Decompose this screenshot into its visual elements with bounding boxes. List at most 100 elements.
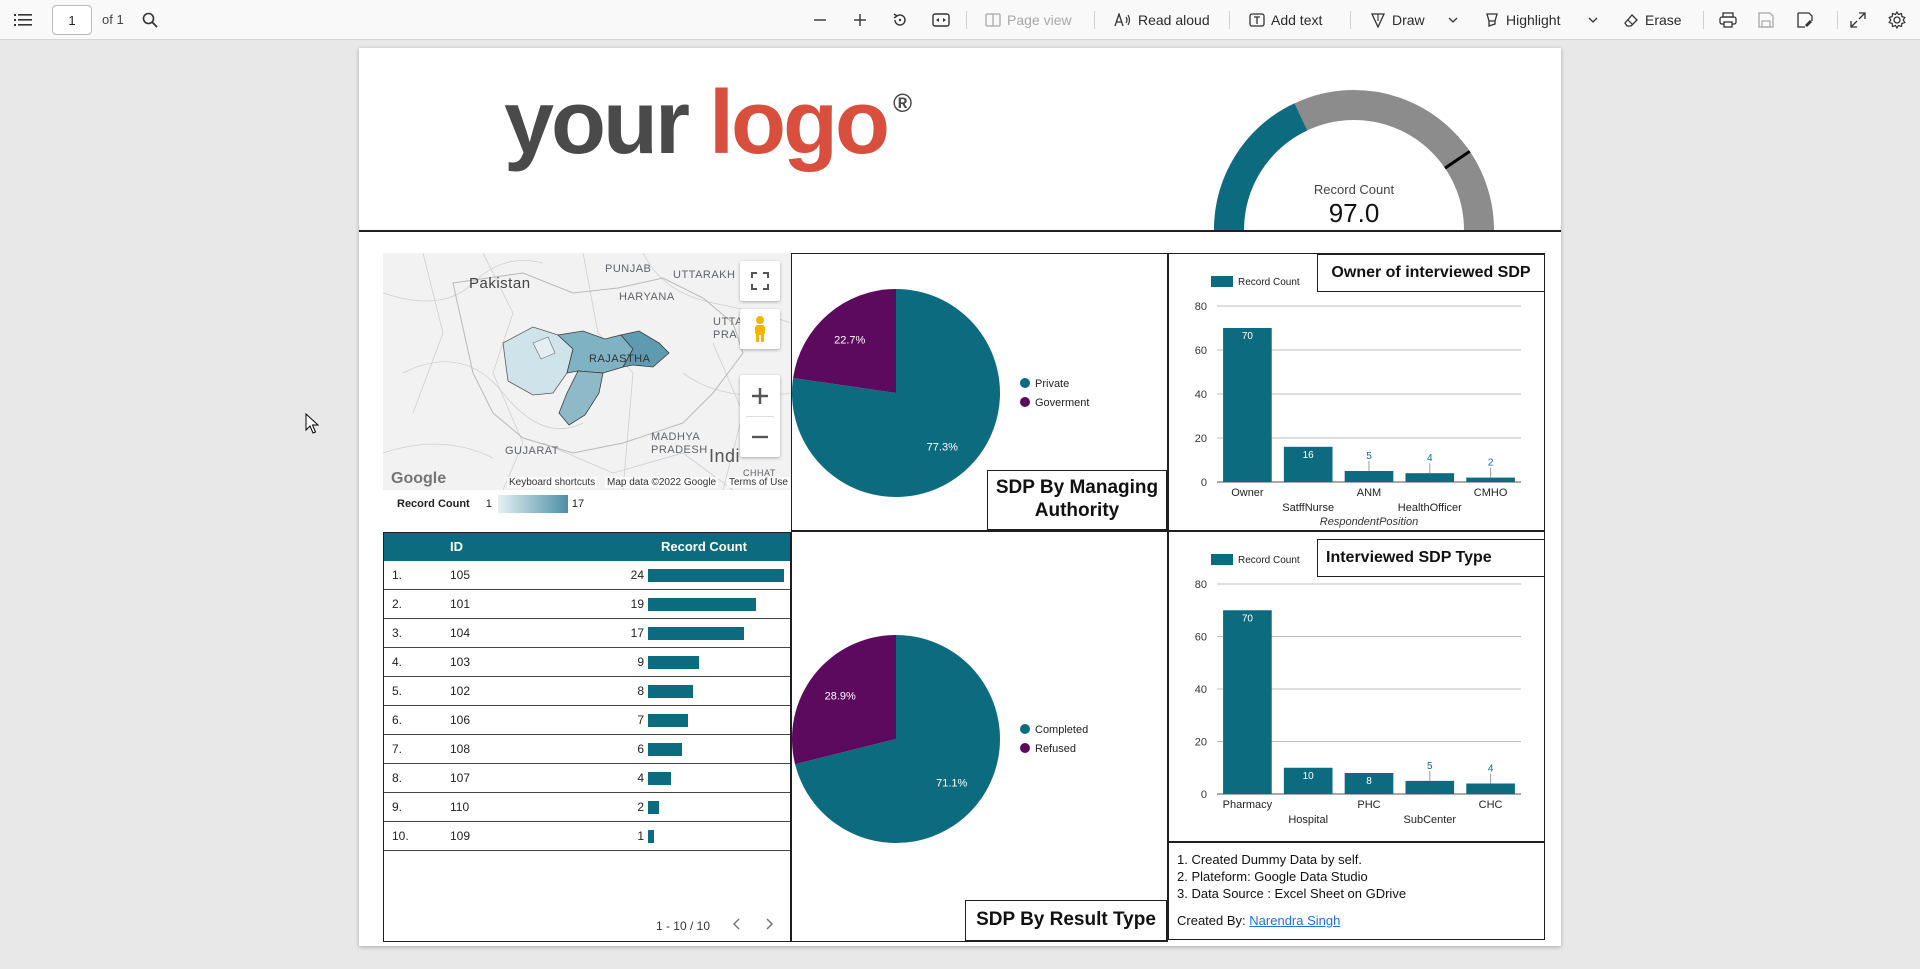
- owner-bar-chart: Record Count 0 20 40 60 80 70 Owner 16 SatffNurse…: [1195, 276, 1521, 528]
- legend-label[interactable]: Record Count: [1238, 555, 1300, 566]
- read-aloud-label: Read aloud: [1138, 12, 1210, 28]
- bar-pharmacy[interactable]: [1223, 610, 1272, 794]
- search-icon[interactable]: [142, 0, 158, 40]
- row-index: 1.: [392, 568, 403, 582]
- result-type-title: SDP By Result Type: [965, 900, 1167, 941]
- row-index: 4.: [392, 655, 403, 669]
- map-zoom-in-button[interactable]: [751, 376, 769, 416]
- bar-value-label: 10: [1303, 771, 1315, 782]
- legend-swatch: [1020, 743, 1030, 753]
- draw-button[interactable]: Draw: [1370, 0, 1425, 40]
- legend-label[interactable]: Record Count: [1238, 277, 1300, 288]
- fit-page-icon[interactable]: [932, 0, 950, 40]
- pie-slice-refused[interactable]: [792, 635, 896, 765]
- table-header: ID Record Count: [384, 533, 790, 561]
- bar-phc[interactable]: [1344, 773, 1394, 794]
- row-id: 105: [450, 568, 471, 582]
- save-icon[interactable]: [1758, 0, 1774, 40]
- table-row[interactable]: 6. 106 7: [384, 706, 790, 735]
- print-icon[interactable]: [1719, 0, 1737, 40]
- zoom-out-button[interactable]: [813, 0, 827, 40]
- map-legend: Record Count 1 17: [397, 495, 584, 513]
- read-aloud-button[interactable]: Read aloud: [1114, 0, 1210, 40]
- row-id: 110: [450, 800, 470, 814]
- table-row[interactable]: 7. 108 6: [384, 735, 790, 764]
- row-bar: [648, 656, 699, 669]
- save-as-icon[interactable]: [1797, 0, 1813, 40]
- fullscreen-icon[interactable]: [1850, 0, 1866, 40]
- bar-satffnurse[interactable]: [1283, 446, 1333, 482]
- read-aloud-icon: [1114, 13, 1131, 27]
- row-id: 107: [450, 771, 471, 785]
- legend-label[interactable]: Goverment: [1035, 397, 1089, 409]
- x-axis-title: RespondentPosition: [1320, 516, 1418, 528]
- zoom-in-button[interactable]: [853, 0, 867, 40]
- geo-map[interactable]: Pakistan PUNJAB UTTARAKH HARYANA UTTA PR…: [383, 253, 791, 490]
- table-row[interactable]: 8. 107 4: [384, 764, 790, 793]
- add-text-button[interactable]: Add text: [1249, 0, 1322, 40]
- legend-label[interactable]: Private: [1035, 378, 1069, 390]
- legend-swatch: [1020, 397, 1030, 407]
- map-fullscreen-button[interactable]: [740, 261, 780, 301]
- bar-chc[interactable]: [1466, 783, 1515, 795]
- bar-cmho[interactable]: [1466, 477, 1515, 482]
- table-row[interactable]: 10. 109 1: [384, 822, 790, 851]
- table-row[interactable]: 2. 101 19: [384, 590, 790, 619]
- author-link[interactable]: Narendra Singh: [1249, 913, 1341, 928]
- pie-slice-completed[interactable]: [795, 635, 1000, 843]
- map-label-haryana: HARYANA: [619, 291, 675, 303]
- bar-anm[interactable]: [1344, 471, 1394, 482]
- notes-box: 1. Created Dummy Data by self. 2. Platef…: [1168, 842, 1545, 940]
- table-row[interactable]: 9. 110 2: [384, 793, 790, 822]
- table-row[interactable]: 3. 104 17: [384, 619, 790, 648]
- bar-subcenter[interactable]: [1405, 780, 1455, 794]
- add-text-icon: [1249, 13, 1265, 27]
- legend-label[interactable]: Completed: [1035, 724, 1088, 736]
- terms-of-use-link[interactable]: Terms of Use: [727, 477, 790, 488]
- logo: your logo ®: [504, 78, 912, 178]
- pager-prev-button[interactable]: [732, 918, 740, 933]
- page-view-button[interactable]: Page view: [985, 0, 1072, 40]
- map-zoom-out-button[interactable]: [751, 417, 769, 457]
- eraser-icon: [1624, 14, 1638, 27]
- pager-next-button[interactable]: [766, 918, 774, 933]
- pegman-button[interactable]: [740, 309, 780, 349]
- row-bar: [648, 627, 744, 640]
- row-bar: [648, 743, 682, 756]
- gauge-label: Record Count: [1314, 182, 1395, 197]
- table-row[interactable]: 1. 105 24: [384, 561, 790, 590]
- y-tick-label: 0: [1201, 477, 1207, 489]
- row-index: 7.: [392, 742, 403, 756]
- column-header-record-count[interactable]: Record Count: [661, 539, 747, 554]
- keyboard-shortcuts-link[interactable]: Keyboard shortcuts: [507, 477, 598, 488]
- gear-icon[interactable]: [1888, 0, 1906, 40]
- x-tick-label: HealthOfficer: [1398, 502, 1462, 514]
- column-header-id[interactable]: ID: [450, 539, 463, 554]
- row-index: 6.: [392, 713, 403, 727]
- row-bar: [648, 685, 693, 698]
- table-row[interactable]: 5. 102 8: [384, 677, 790, 706]
- bar-hospital[interactable]: [1283, 767, 1333, 794]
- highlight-options-chevron-icon[interactable]: [1588, 0, 1598, 40]
- table-row[interactable]: 4. 103 9: [384, 648, 790, 677]
- owner-chart-title: Owner of interviewed SDP: [1317, 254, 1545, 292]
- sdp-type-chart-title: Interviewed SDP Type: [1317, 539, 1545, 577]
- bar-value-label: 70: [1242, 331, 1254, 342]
- page-view-icon: [985, 13, 1001, 27]
- contents-icon[interactable]: [14, 0, 32, 40]
- legend-label[interactable]: Refused: [1035, 743, 1076, 755]
- highlight-button[interactable]: Highlight: [1484, 0, 1560, 40]
- result-type-pie: 71.1% 28.9% Completed Refused: [792, 635, 1088, 843]
- bar-healthofficer[interactable]: [1405, 473, 1455, 482]
- rotate-icon[interactable]: [892, 0, 908, 40]
- draw-options-chevron-icon[interactable]: [1448, 0, 1458, 40]
- row-record-count: 9: [637, 655, 644, 669]
- pie-slice-goverment[interactable]: [793, 289, 896, 393]
- x-tick-label: PHC: [1357, 799, 1380, 811]
- managing-authority-title: SDP By Managing Authority: [987, 470, 1167, 530]
- row-id: 101: [450, 597, 471, 611]
- plus-icon: [752, 387, 768, 404]
- erase-button[interactable]: Erase: [1623, 0, 1682, 40]
- bar-owner[interactable]: [1223, 328, 1272, 482]
- page-number-input[interactable]: [52, 5, 92, 35]
